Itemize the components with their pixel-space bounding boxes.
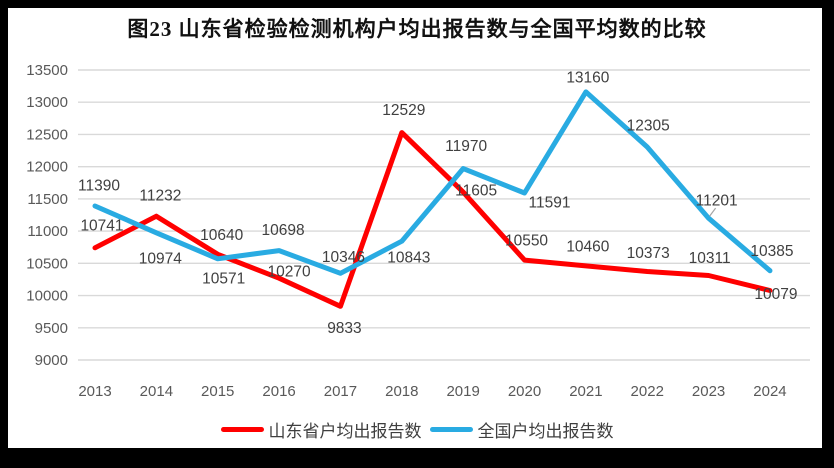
legend-label-shandong: 山东省户均出报告数 [268,422,422,441]
x-tick-label: 2023 [692,383,725,400]
data-label: 11201 [696,193,738,210]
data-label: 10974 [139,250,182,267]
x-tick-label: 2021 [569,383,602,400]
x-tick-label: 2015 [201,383,234,400]
data-label: 10385 [750,243,793,260]
legend: 山东省户均出报告数 全国户均出报告数 [0,417,834,442]
x-tick-label: 2018 [385,383,418,400]
data-label: 10550 [505,233,548,250]
x-tick-label: 2019 [446,383,479,400]
y-tick-label: 12500 [26,126,68,143]
data-label: 11232 [139,188,181,205]
chart-title: 图23 山东省检验检测机构户均出报告数与全国平均数的比较 [127,17,707,41]
data-label: 11970 [445,138,487,155]
y-tick-label: 12000 [26,159,68,176]
x-tick-label: 2022 [631,383,664,400]
legend-line-swatch-national [429,427,473,432]
data-label: 10079 [754,286,797,303]
x-tick-label: 2014 [140,383,173,400]
data-label: 11390 [78,177,120,194]
data-label: 10311 [689,250,731,267]
y-tick-label: 11500 [27,191,68,208]
data-label: 12305 [627,118,670,135]
x-tick-label: 2024 [753,383,786,400]
data-label: 10640 [200,227,243,244]
data-label: 10741 [80,217,123,234]
data-label: 10373 [627,245,670,262]
y-tick-label: 11000 [27,223,68,240]
y-tick-label: 10500 [26,255,68,272]
x-tick-label: 2013 [78,383,111,400]
data-label: 10571 [202,270,245,287]
data-label: 10698 [262,222,305,239]
x-tick-label: 2017 [324,383,357,400]
legend-line-swatch-shandong [220,427,264,432]
data-label: 10270 [268,264,311,281]
y-tick-label: 10000 [26,288,68,305]
legend-item-national: 全国户均出报告数 [429,417,614,442]
data-label: 11605 [455,183,497,200]
y-tick-label: 13500 [26,62,68,79]
y-tick-label: 9000 [35,352,68,369]
data-label: 9833 [327,320,361,337]
x-tick-label: 2020 [508,383,541,400]
data-label: 12529 [382,102,425,119]
data-label: 10460 [566,238,609,255]
data-label: 11591 [529,195,571,212]
x-tick-label: 2016 [262,383,295,400]
series-line-national [92,89,773,276]
legend-label-national: 全国户均出报告数 [477,422,614,441]
series-line-shandong [92,130,773,309]
data-label: 10346 [322,249,365,266]
data-label: 10843 [387,250,430,267]
legend-item-shandong: 山东省户均出报告数 [220,417,422,442]
data-label: 13160 [566,69,609,86]
y-tick-label: 9500 [35,320,68,337]
y-tick-label: 13000 [26,94,68,111]
label-leader-line [709,207,717,217]
